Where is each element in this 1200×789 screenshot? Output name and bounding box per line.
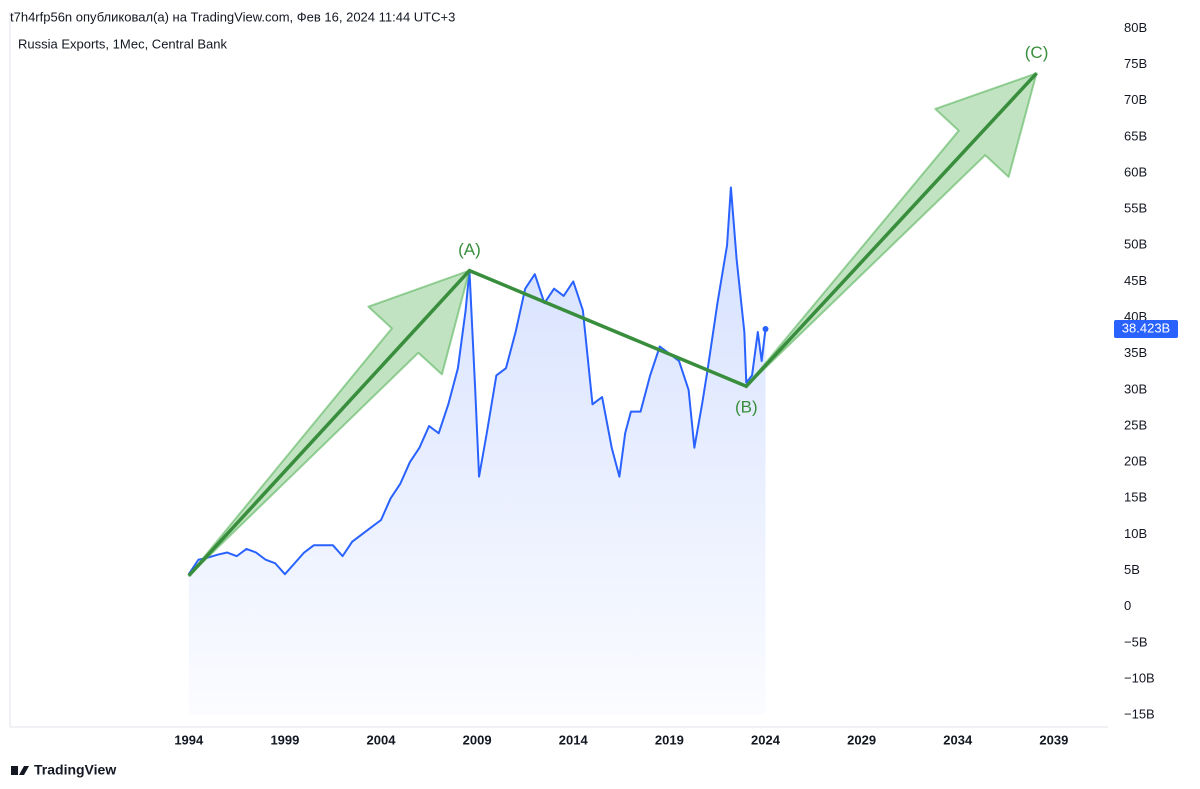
y-tick-label: 35B — [1124, 345, 1147, 360]
y-tick-label: 45B — [1124, 273, 1147, 288]
last-value-label: 38.423B — [1122, 320, 1170, 335]
x-tick-label: 1994 — [174, 732, 204, 747]
brand-logo — [11, 766, 29, 775]
y-tick-label: 70B — [1124, 92, 1147, 107]
last-value-box — [1114, 319, 1178, 338]
x-tick-label: 2004 — [367, 732, 397, 747]
y-tick-label: 10B — [1124, 526, 1147, 541]
y-tick-label: 20B — [1124, 454, 1147, 469]
y-tick-label: 0 — [1124, 598, 1131, 613]
y-tick-label: 15B — [1124, 490, 1147, 505]
x-tick-label: 2019 — [655, 732, 684, 747]
y-tick-label: 55B — [1124, 201, 1147, 216]
y-tick-label: 25B — [1124, 417, 1147, 432]
x-tick-label: 2014 — [559, 732, 589, 747]
x-tick-label: 2029 — [847, 732, 876, 747]
wave-line — [187, 72, 1038, 577]
y-tick-label: 5B — [1124, 562, 1140, 577]
x-tick-label: 2024 — [751, 732, 781, 747]
y-tick-label: −15B — [1124, 707, 1155, 722]
y-tick-label: 30B — [1124, 381, 1147, 396]
wave-label: (A) — [458, 240, 481, 259]
x-tick-label: 1999 — [270, 732, 299, 747]
wave-label: (C) — [1025, 43, 1049, 62]
last-point — [762, 325, 769, 332]
line — [187, 186, 767, 576]
x-tick-label: 2034 — [943, 732, 973, 747]
y-tick-label: −5B — [1124, 634, 1148, 649]
chart-title: Russia Exports, 1Мес, Central Bank — [18, 36, 227, 51]
wave-label: (B) — [735, 398, 758, 417]
brand: TradingView — [34, 762, 116, 778]
x-tick-label: 2039 — [1039, 732, 1068, 747]
y-tick-label: −10B — [1124, 670, 1155, 685]
y-tick-label: 75B — [1124, 56, 1147, 71]
x-tick-label: 2009 — [463, 732, 492, 747]
y-tick-label: 65B — [1124, 128, 1147, 143]
y-tick-label: 80B — [1124, 20, 1147, 35]
y-tick-label: 60B — [1124, 164, 1147, 179]
header: t7h4rfp56n опубликовал(а) на TradingView… — [10, 9, 455, 24]
y-tick-label: 50B — [1124, 237, 1147, 252]
